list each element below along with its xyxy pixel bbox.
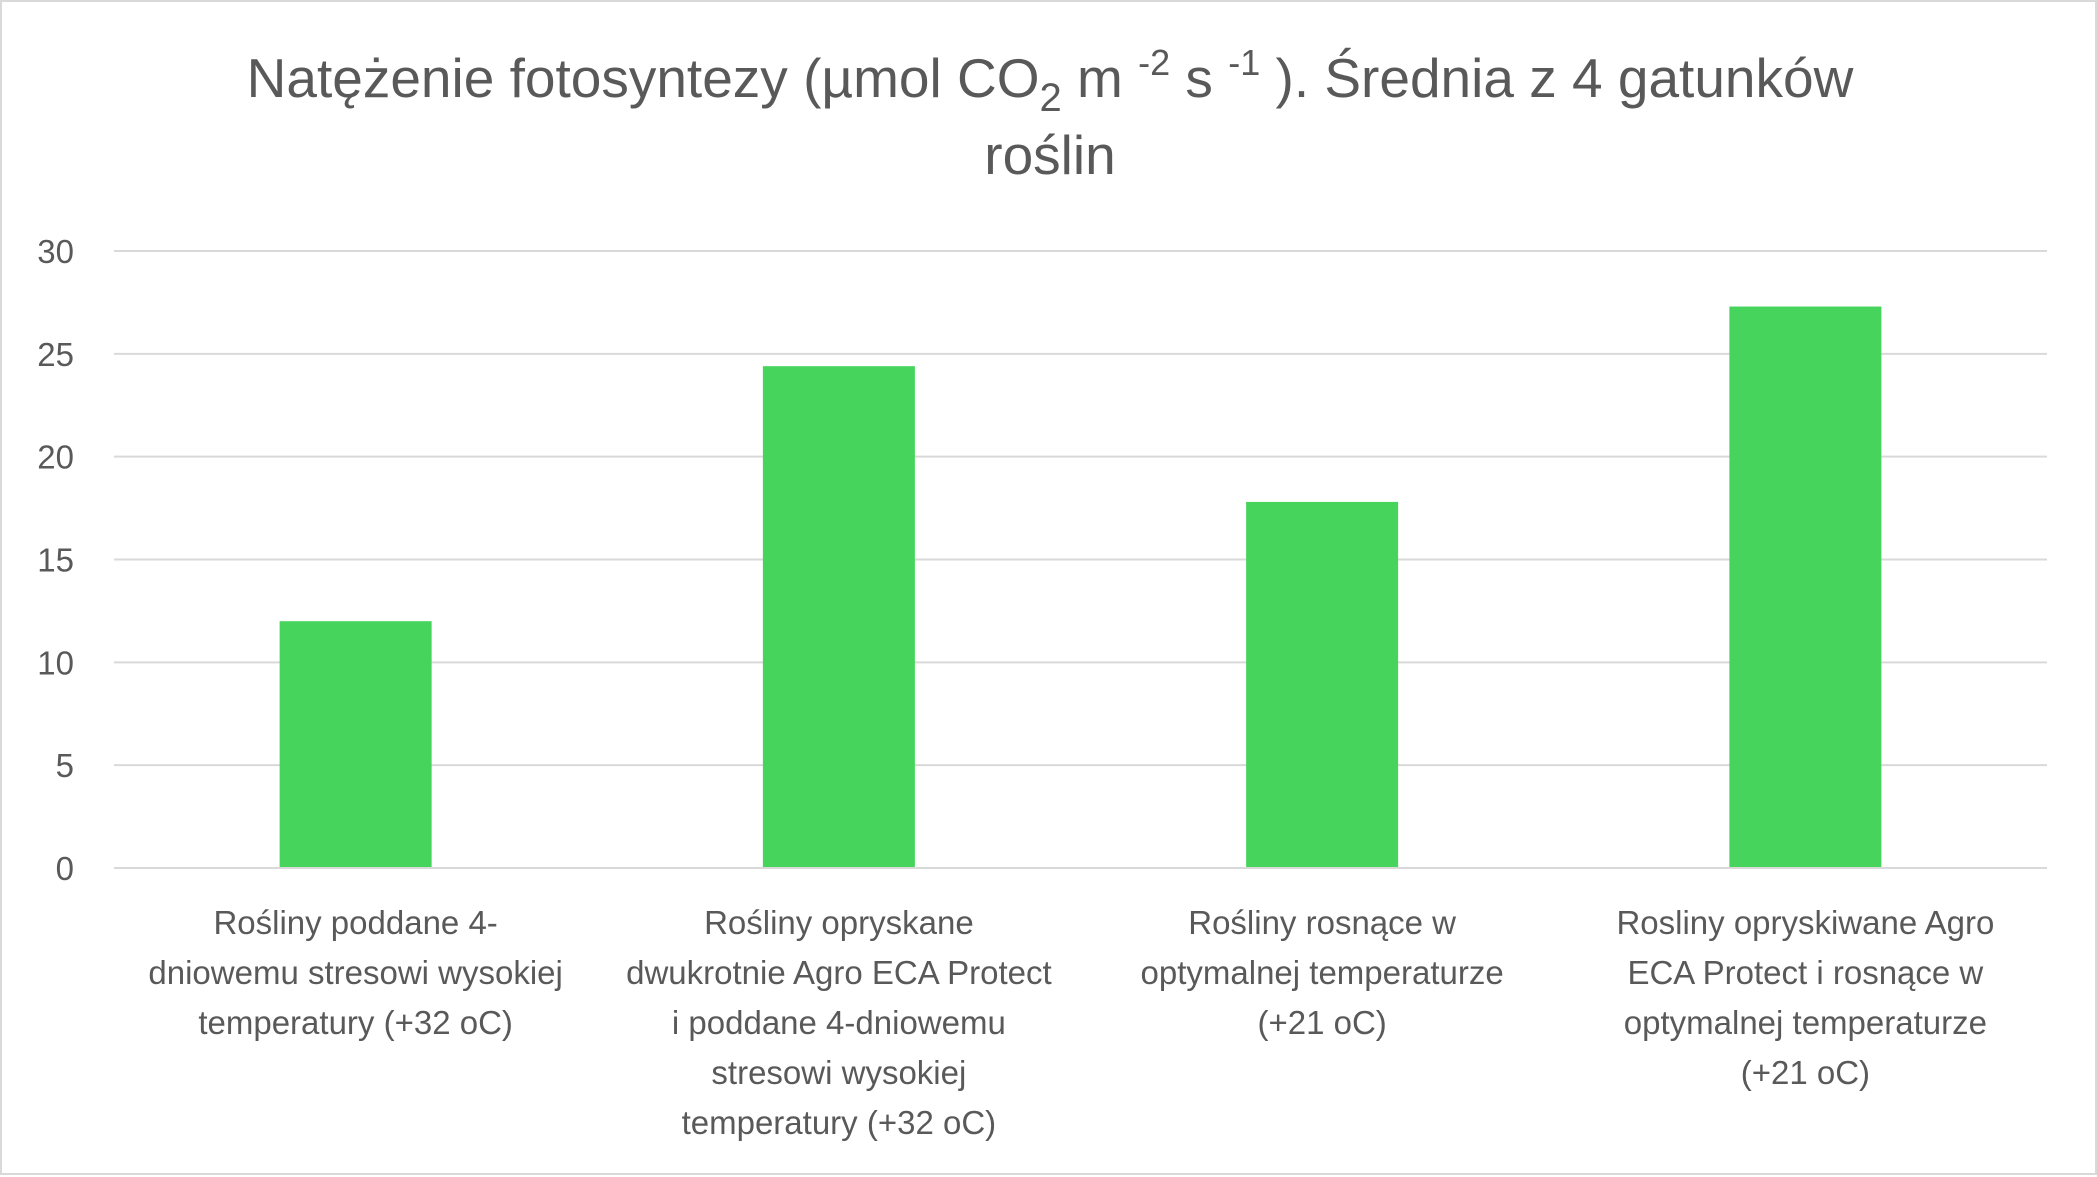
chart-title-line1: Natężenie fotosyntezy (µmol CO2 m -2 s -… — [247, 42, 1854, 120]
y-tick-label: 15 — [37, 542, 74, 579]
category-label-line: temperatury (+32 oC) — [682, 1104, 997, 1141]
bar-1 — [279, 621, 432, 868]
chart-title-line2: roślin — [984, 124, 1115, 186]
bar-3 — [1246, 501, 1399, 868]
y-tick-label: 30 — [37, 233, 74, 270]
title-superscript-1: -2 — [1138, 42, 1170, 83]
y-tick-label: 0 — [56, 850, 74, 887]
category-label-line: dniowemu stresowi wysokiej — [148, 954, 562, 991]
category-label-line: ECA Protect i rosnące w — [1627, 954, 1983, 991]
y-tick-label: 25 — [37, 336, 74, 373]
category-label-line: stresowi wysokiej — [711, 1054, 966, 1091]
category-label-line: (+21 oC) — [1741, 1054, 1870, 1091]
y-axis-tick-labels: 0 5 10 15 20 25 30 — [37, 233, 74, 887]
bars — [279, 306, 1882, 868]
title-text-mid2: s — [1170, 47, 1228, 109]
chart-title: Natężenie fotosyntezy (µmol CO2 m -2 s -… — [247, 42, 1854, 186]
category-label-line: (+21 oC) — [1257, 1004, 1386, 1041]
category-label-line: optymalnej temperaturze — [1624, 1004, 1987, 1041]
category-labels: Rośliny poddane 4- dniowemu stresowi wyso… — [148, 904, 1994, 1141]
category-label-4: Rosliny opryskiwane Agro ECA Protect i ro… — [1616, 904, 1994, 1091]
category-label-line: optymalnej temperaturze — [1141, 954, 1504, 991]
title-superscript-2: -1 — [1228, 42, 1260, 83]
category-label-3: Rośliny rosnące w optymalnej temperaturze… — [1141, 904, 1504, 1041]
y-tick-label: 10 — [37, 644, 74, 681]
title-text-before: Natężenie fotosyntezy (µmol CO — [247, 47, 1040, 109]
category-label-line: dwukrotnie Agro ECA Protect — [626, 954, 1052, 991]
category-label-1: Rośliny poddane 4- dniowemu stresowi wyso… — [148, 904, 562, 1041]
category-label-line: Rośliny poddane 4- — [213, 904, 497, 941]
title-text-after: ). Średnia z 4 gatunków — [1260, 47, 1853, 109]
bar-2 — [762, 366, 915, 868]
bar-4 — [1729, 306, 1882, 868]
title-subscript: 2 — [1039, 76, 1061, 120]
category-label-line: Rośliny rosnące w — [1188, 904, 1456, 941]
category-label-line: Rosliny opryskiwane Agro — [1616, 904, 1994, 941]
category-label-line: i poddane 4-dniowemu — [672, 1004, 1006, 1041]
title-text-mid1: m — [1062, 47, 1138, 109]
category-label-line: temperatury (+32 oC) — [198, 1004, 513, 1041]
gridlines — [114, 250, 2047, 767]
y-tick-label: 20 — [37, 439, 74, 476]
category-label-line: Rośliny opryskane — [704, 904, 974, 941]
category-label-2: Rośliny opryskane dwukrotnie Agro ECA Pro… — [626, 904, 1052, 1141]
y-tick-label: 5 — [56, 747, 74, 784]
